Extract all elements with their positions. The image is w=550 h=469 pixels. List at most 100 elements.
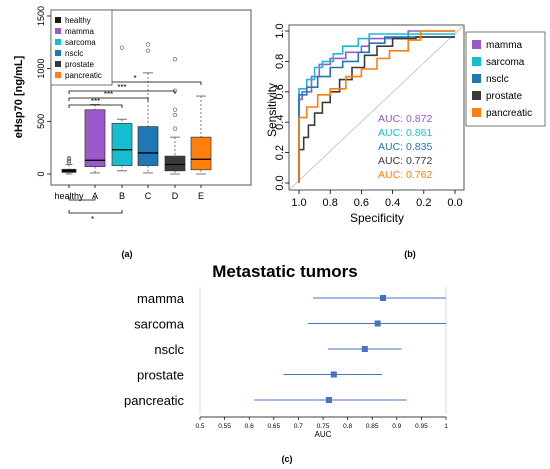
boxplot-ytick-label: 0 (36, 171, 46, 176)
boxplot-legend-swatch (55, 17, 61, 23)
boxplot-legend-label: mamma (65, 27, 94, 36)
forest-xticks: 0.5 0.55 0.6 0.65 0.7 0.75 0.8 0.85 0.9 0.95 1 (195, 417, 448, 430)
roc-legend-swatch (472, 108, 481, 117)
roc-ytick-label: 0.0 (274, 175, 286, 190)
panel-label-a: (a) (122, 249, 133, 259)
roc-diagonal (288, 24, 465, 191)
roc-ytick-label: 0.4 (274, 115, 286, 130)
roc-ytick-label: 0.2 (274, 145, 286, 160)
forest-point (380, 295, 387, 301)
boxplot-legend-swatch (55, 39, 61, 45)
boxplot-xtick-label: healthy (54, 191, 84, 201)
roc-legend-swatch (472, 74, 481, 83)
boxplot-outlier (66, 158, 72, 163)
forest-xtick-label: 0.9 (392, 423, 401, 430)
roc-legend-label: prostate (486, 91, 523, 102)
roc-curve-pancreatic (298, 30, 455, 183)
forest-xlabel: AUC (315, 430, 332, 439)
boxplot-outlier (145, 48, 151, 53)
boxplot-legend-label: pancreatic (65, 71, 102, 80)
roc-auc-label: AUC: 0.762 (378, 169, 432, 181)
roc-xlabel: Specificity (350, 211, 404, 225)
boxplot-significance-label: *** (117, 83, 126, 92)
boxplot-panel: eHsp70 [ng/mL] 0 500 1000 1500 healthy A B C D E… (13, 6, 252, 259)
boxplot-legend: healthy mamma sarcoma nsclc prostate pancreat… (50, 9, 113, 86)
roc-xticks: 1.0 0.8 0.6 0.4 0.2 0.0 (291, 190, 463, 209)
boxplot-legend-swatch (55, 72, 61, 78)
boxplot-significance-label: *** (91, 97, 100, 106)
forest-row-label: mamma (137, 291, 185, 306)
boxplot-legend-swatch (55, 28, 61, 34)
forest-row-label: nsclc (154, 342, 184, 357)
roc-auc-label: AUC: 0.861 (378, 127, 432, 139)
boxplot-legend-label: sarcoma (65, 38, 96, 47)
forest-xtick-label: 0.8 (343, 423, 352, 430)
roc-curve-prostate (298, 36, 455, 183)
roc-curve-sarcoma (298, 33, 455, 183)
boxplot-yticks: 0 500 1000 1500 (36, 6, 51, 177)
boxplot-outlier (145, 42, 151, 47)
roc-auc-label: AUC: 0.872 (378, 113, 432, 125)
roc-ylabel: Sensitivity (265, 83, 279, 137)
roc-auc-labels: AUC: 0.872 AUC: 0.861 AUC: 0.835 AUC: 0.772… (378, 113, 432, 181)
roc-xtick-label: 0.0 (447, 197, 462, 209)
boxplot-significance-bracket (68, 104, 123, 108)
forest-xtick-label: 0.7 (294, 423, 303, 430)
boxplot-legend-label: healthy (65, 16, 91, 25)
forest-xtick-label: 1 (444, 423, 448, 430)
forest-xtick-label: 0.95 (415, 423, 428, 430)
roc-ytick-label: 0.6 (274, 84, 286, 99)
boxplot-ylabel: eHsp70 [ng/mL] (13, 55, 25, 138)
roc-legend-label: mamma (486, 40, 523, 51)
boxplot-xtick-label: E (198, 191, 204, 201)
boxplot-xtick-label: B (119, 191, 125, 201)
boxplot-significance-bracket (68, 97, 149, 101)
roc-legend: mamma sarcoma nsclc prostate pancreatic (465, 31, 546, 127)
boxplot-xtick-label: D (172, 191, 179, 201)
boxplot-xticks: healthy A B C D E (54, 185, 204, 201)
panel-label-b: (b) (404, 249, 416, 259)
forest-point (361, 346, 368, 352)
forest-xtick-label: 0.6 (245, 423, 254, 430)
forest-xtick-label: 0.65 (267, 423, 280, 430)
boxplot-legend-label: prostate (65, 60, 94, 69)
forest-panel: Metastatic tumors mamma sarcoma nsclc prost… (124, 262, 448, 464)
roc-xtick-label: 0.6 (354, 197, 369, 209)
boxplot-ytick-label: 500 (36, 114, 46, 129)
boxplot-xtick-label: C (145, 191, 152, 201)
roc-frame (288, 24, 465, 191)
forest-row-label: sarcoma (134, 317, 185, 332)
boxplot-significance-label: *** (104, 90, 113, 99)
boxplot-ytick-label: 1500 (36, 6, 46, 26)
boxplot-ytick-label: 1000 (36, 59, 46, 79)
boxplot-boxes (61, 42, 212, 175)
roc-auc-label: AUC: 0.772 (378, 155, 432, 167)
forest-point (325, 397, 332, 403)
boxplot-box (84, 109, 106, 167)
forest-point (330, 371, 337, 378)
boxplot-legend-swatch (55, 50, 61, 56)
boxplot-significance-bracket (68, 90, 176, 94)
boxplot-outlier (172, 112, 178, 118)
roc-legend-swatch (472, 40, 481, 49)
boxplot-box (164, 155, 186, 172)
boxplot-frame (50, 9, 252, 186)
forest-rows: mamma sarcoma nsclc prostate pancreatic (124, 287, 447, 414)
forest-xtick-label: 0.5 (195, 423, 204, 430)
roc-xtick-label: 0.4 (385, 197, 400, 209)
roc-xtick-label: 0.2 (416, 197, 431, 209)
roc-lines (298, 30, 455, 183)
boxplot-legend-swatch (55, 61, 61, 67)
forest-row-label: pancreatic (124, 393, 184, 408)
boxplot-xtick-label: A (92, 191, 98, 201)
boxplot-box (190, 136, 212, 171)
roc-xtick-label: 1.0 (291, 197, 306, 209)
forest-xtick-label: 0.75 (317, 423, 330, 430)
roc-ytick-label: 1.0 (274, 23, 286, 38)
forest-row-label: prostate (137, 368, 184, 383)
boxplot-outlier (66, 156, 72, 161)
roc-legend-swatch (472, 57, 481, 66)
boxplot-outlier (172, 107, 178, 112)
boxplot-outlier (172, 57, 178, 62)
